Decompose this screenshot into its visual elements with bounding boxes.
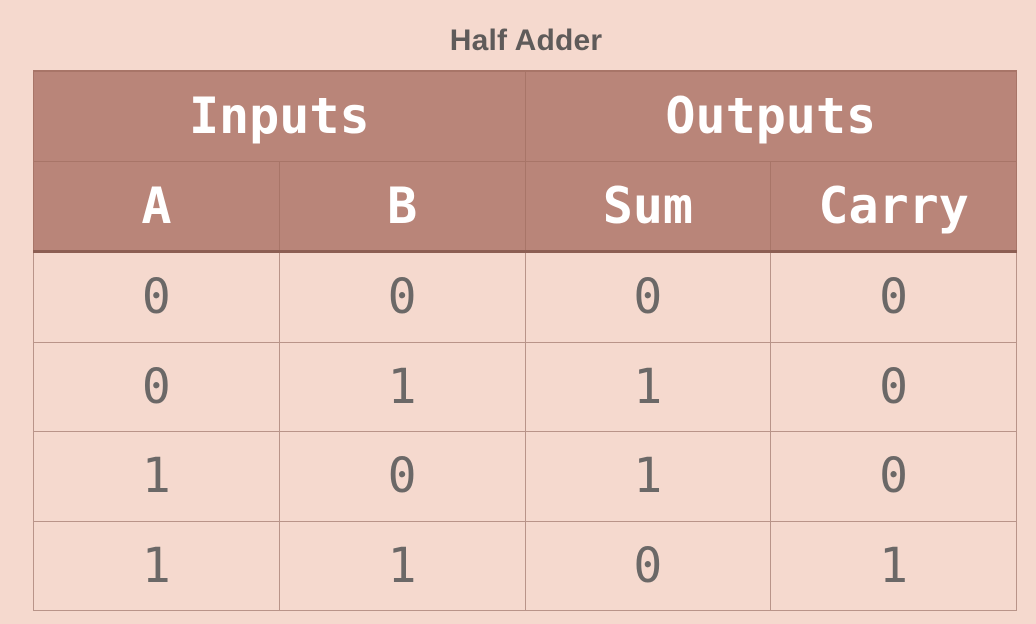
diagram-title: Half Adder	[449, 24, 603, 57]
table-row: 0 0 0 0	[33, 251, 1017, 343]
table-cell: 0	[524, 520, 772, 611]
table-cell: 0	[524, 251, 772, 343]
truth-table: Inputs Outputs A B Sum Carry 0 0 0 0 0 1…	[33, 70, 1017, 611]
table-cell: 1	[524, 341, 772, 432]
table-cell: 0	[770, 341, 1017, 432]
truth-table-body: 0 0 0 0 0 1 1 0 1 0 1 0 1 1 0 1	[33, 251, 1017, 611]
header-group-inputs: Inputs	[33, 70, 526, 162]
table-cell: 1	[770, 520, 1017, 611]
table-cell: 0	[770, 431, 1017, 522]
table-cell: 0	[33, 251, 280, 343]
table-cell: 1	[33, 520, 280, 611]
truth-table-header: Inputs Outputs A B Sum Carry	[33, 70, 1017, 253]
table-cell: 1	[278, 520, 526, 611]
header-group-outputs: Outputs	[524, 70, 1017, 162]
column-header-carry: Carry	[770, 160, 1017, 253]
table-row: 0 1 1 0	[33, 341, 1017, 432]
header-group-row: Inputs Outputs	[33, 70, 1017, 162]
column-header-sum: Sum	[524, 160, 772, 253]
table-cell: 1	[524, 431, 772, 522]
table-cell: 1	[278, 341, 526, 432]
header-column-row: A B Sum Carry	[33, 160, 1017, 253]
column-header-a: A	[33, 160, 280, 253]
table-cell: 0	[278, 431, 526, 522]
table-cell: 0	[770, 251, 1017, 343]
column-header-b: B	[278, 160, 526, 253]
table-row: 1 0 1 0	[33, 431, 1017, 522]
table-row: 1 1 0 1	[33, 520, 1017, 611]
table-cell: 0	[278, 251, 526, 343]
table-cell: 0	[33, 341, 280, 432]
table-cell: 1	[33, 431, 280, 522]
